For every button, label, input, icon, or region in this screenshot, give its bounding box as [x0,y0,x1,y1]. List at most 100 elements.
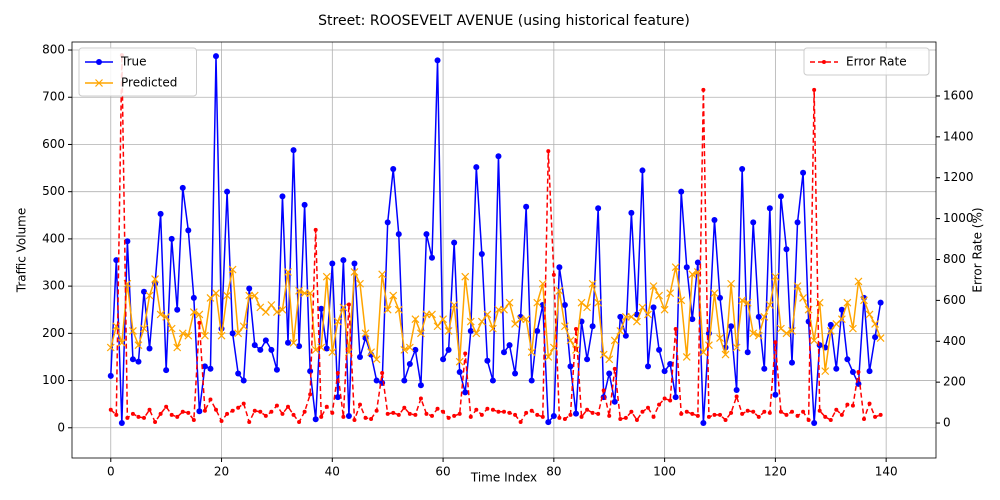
marker [180,409,185,414]
marker [638,303,647,312]
marker [429,254,435,261]
y-tick-label: 800 [42,43,65,57]
marker [485,406,490,411]
legend-marker [95,79,103,87]
marker [588,279,597,288]
marker [688,270,697,279]
marker [286,404,290,409]
legend-label: True [120,55,147,69]
marker [445,346,452,353]
marker [455,357,464,366]
marker [632,317,641,326]
legend-label: Predicted [121,76,177,90]
marker [363,415,368,420]
marker [416,329,425,338]
marker [190,294,197,301]
marker [328,348,337,357]
marker [561,302,568,309]
marker [189,308,198,317]
y2-tick-label: 200 [943,375,966,389]
marker [402,405,407,410]
y2-tick-label: 1400 [943,129,974,143]
marker [601,388,606,393]
x-tick-label: 120 [764,465,787,479]
marker [346,302,351,307]
marker [771,272,780,281]
marker [876,334,885,342]
marker [345,412,352,419]
marker [827,321,834,328]
marker [191,417,196,422]
y-tick-label: 600 [42,137,65,151]
marker [873,414,878,419]
marker [384,219,391,226]
marker [474,407,479,412]
marker [128,327,137,335]
marker [125,415,130,420]
marker [239,322,248,331]
marker [252,408,257,413]
marker [184,331,193,340]
legend-box [78,47,197,97]
marker [585,407,590,412]
marker [739,166,746,173]
marker [838,306,845,313]
marker [312,416,319,423]
marker [734,394,739,399]
marker [856,369,861,374]
marker [667,361,674,368]
marker [124,238,131,245]
marker [750,219,757,226]
marker [234,329,243,338]
marker [202,408,207,413]
marker [695,413,700,418]
marker [711,217,718,224]
marker [556,264,563,271]
marker [689,316,696,323]
marker [506,342,513,349]
marker [169,412,174,417]
marker [135,358,142,365]
y-axis-label: Traffic Volume [15,208,29,294]
marker [112,322,121,331]
marker [773,340,778,345]
marker [186,410,191,415]
marker [767,410,772,415]
marker [472,329,481,338]
marker [673,327,678,332]
chart-title: Street: ROOSEVELT AVENUE (using historic… [318,13,690,29]
plot-frame [71,41,937,459]
marker [484,357,491,364]
y-tick-label: 500 [42,184,65,198]
marker [712,412,717,417]
marker [723,417,728,422]
marker [656,346,663,353]
marker [296,343,303,350]
marker [783,246,790,253]
marker [860,296,868,305]
marker [745,408,750,413]
marker [407,411,412,416]
marker [699,348,708,357]
marker [267,301,276,309]
marker [595,205,602,212]
marker [778,409,783,414]
marker [645,363,651,370]
marker [478,251,485,258]
marker [612,366,617,371]
y2-tick-label: 1000 [943,211,974,225]
y-tick-label: 200 [42,326,65,340]
marker [740,411,745,416]
marker [761,365,768,372]
marker [156,310,165,319]
marker [280,411,285,416]
marker [579,414,584,419]
marker [430,413,434,418]
marker [590,410,595,415]
marker [423,231,430,238]
marker [557,415,562,420]
marker [117,338,126,347]
marker [495,153,502,160]
marker [201,363,208,370]
